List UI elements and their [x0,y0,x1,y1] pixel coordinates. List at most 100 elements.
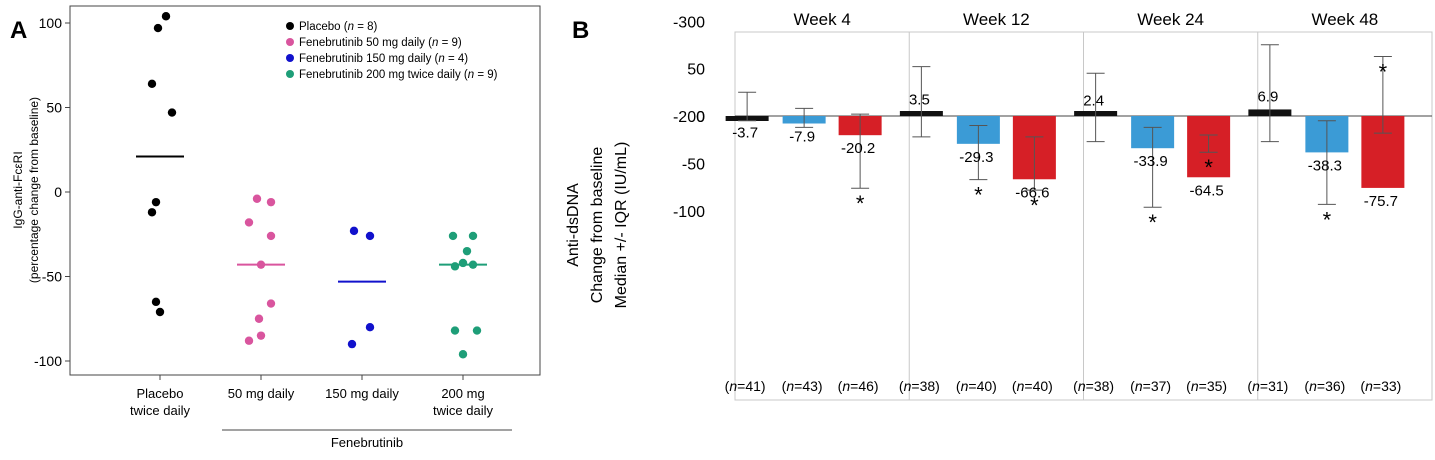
data-point [266,299,276,308]
legend-n: n [438,53,444,65]
data-point [468,231,478,241]
data-point [151,297,161,307]
n-value: 46 [858,378,874,394]
data-point [266,231,276,241]
n-value: 37 [1151,378,1167,394]
n-label: (n=41) [725,378,766,394]
legend-n: n [432,37,438,49]
legend-text: = 8) [354,21,378,33]
n-value: 40 [1033,378,1049,394]
value-label: -3.7 [732,125,758,142]
legend-marker [286,22,294,30]
n-label: (n=46) [838,378,879,394]
value-label: -75.7 [1364,193,1398,210]
data-point [153,23,163,33]
x-tick-label-a: 150 mg daily [325,386,399,401]
data-point [167,108,177,117]
legend-entry: Fenebrutinib 50 mg daily (n = 9) [299,37,462,49]
n-value: 36 [1325,378,1341,394]
significance-star: * [1030,193,1039,218]
n-label: (n=40) [1012,378,1053,394]
data-point [252,194,262,203]
data-point [472,326,482,335]
x-tick-label-a: 50 mg daily [228,386,295,401]
y-tick-label-a: 100 [39,15,63,31]
panel-label-b: B [572,17,589,44]
week-title: Week 12 [963,10,1030,29]
legend-text: = 9) [438,37,462,49]
data-point [462,246,472,256]
data-point [349,226,359,236]
y-axis-label-a: IgG-anti-FcεRI [11,151,25,228]
value-label: -29.3 [959,149,993,166]
legend-marker [286,70,294,78]
n-value: 33 [1381,378,1397,394]
legend-text: = 9) [474,69,498,81]
legend-n: n [468,69,474,81]
n-label: (n=37) [1130,378,1171,394]
value-label: -33.9 [1134,153,1168,170]
y-tick-label-b: 0 [696,109,705,126]
data-point [450,262,460,271]
legend-text: = 4) [445,53,469,65]
n-label: (n=40) [956,378,997,394]
y-tick-label-a: -100 [34,353,62,369]
y-tick-label-b: -50 [682,157,705,174]
n-label: (n=31) [1247,378,1288,394]
data-point [458,258,468,268]
panel-a-scatter: 100 50 0 -50 -100 IgG-anti-FcεRI (percentage c… [11,5,541,450]
y-tick-label-b: -100 [673,204,705,221]
data-point [365,231,375,241]
y-axis-label-b: Median +/- IQR (IU/mL) [613,142,630,309]
y-tick-label-a: 50 [46,100,62,116]
y-tick-label-a: -50 [42,269,62,285]
y-axis-label-a-line2: (percentage change from baseline) [27,97,41,283]
y-tick-label-b: 50 [687,62,705,79]
x-tick-label-a-line2: twice daily [433,403,493,418]
value-label: -7.9 [789,129,815,146]
value-label: 2.4 [1083,93,1104,110]
n-value: 41 [745,378,761,394]
n-label: (n=33) [1360,378,1401,394]
n-value: 38 [920,378,936,394]
n-value: 35 [1207,378,1223,394]
legend-text: Fenebrutinib 150 mg daily ( [299,53,439,65]
significance-star: * [1148,210,1157,235]
n-value: 38 [1094,378,1110,394]
n-label: (n=38) [899,378,940,394]
legend-entry: Fenebrutinib 200 mg twice daily (n = 9) [299,69,498,81]
panel-b-bar-chart: 50 0 -50 -100 -200 -300 Anti-dsDNA Change from … [565,10,1433,401]
data-point [244,336,254,345]
data-point [468,260,478,269]
n-value: 43 [802,378,818,394]
significance-star: * [974,183,983,208]
data-point [151,197,161,207]
n-label: (n=38) [1073,378,1114,394]
data-point [256,331,266,340]
significance-star: * [1379,59,1388,84]
data-point [147,79,157,89]
data-point [448,231,458,241]
group-label-fenebrutinib: Fenebrutinib [331,435,403,450]
week-title: Week 24 [1137,10,1204,29]
value-label: -38.3 [1308,157,1342,174]
x-tick-label-a: 200 mg [441,386,484,401]
value-label: 3.5 [909,92,930,109]
n-label: (n=36) [1304,378,1345,394]
data-point [161,12,171,21]
n-value: 31 [1268,378,1284,394]
data-point [365,323,375,332]
legend-entry: Fenebrutinib 150 mg daily (n = 4) [299,53,468,65]
data-point [254,314,264,323]
legend-entry: Placebo (n = 8) [299,21,378,33]
n-label: (n=43) [782,378,823,394]
legend-text: Placebo ( [299,21,348,33]
data-point [147,208,157,217]
data-point [155,307,165,317]
value-label: 6.9 [1257,88,1278,105]
legend-text: Fenebrutinib 200 mg twice daily ( [299,69,468,81]
plot-frame-a [69,5,541,376]
data-point [266,197,276,207]
